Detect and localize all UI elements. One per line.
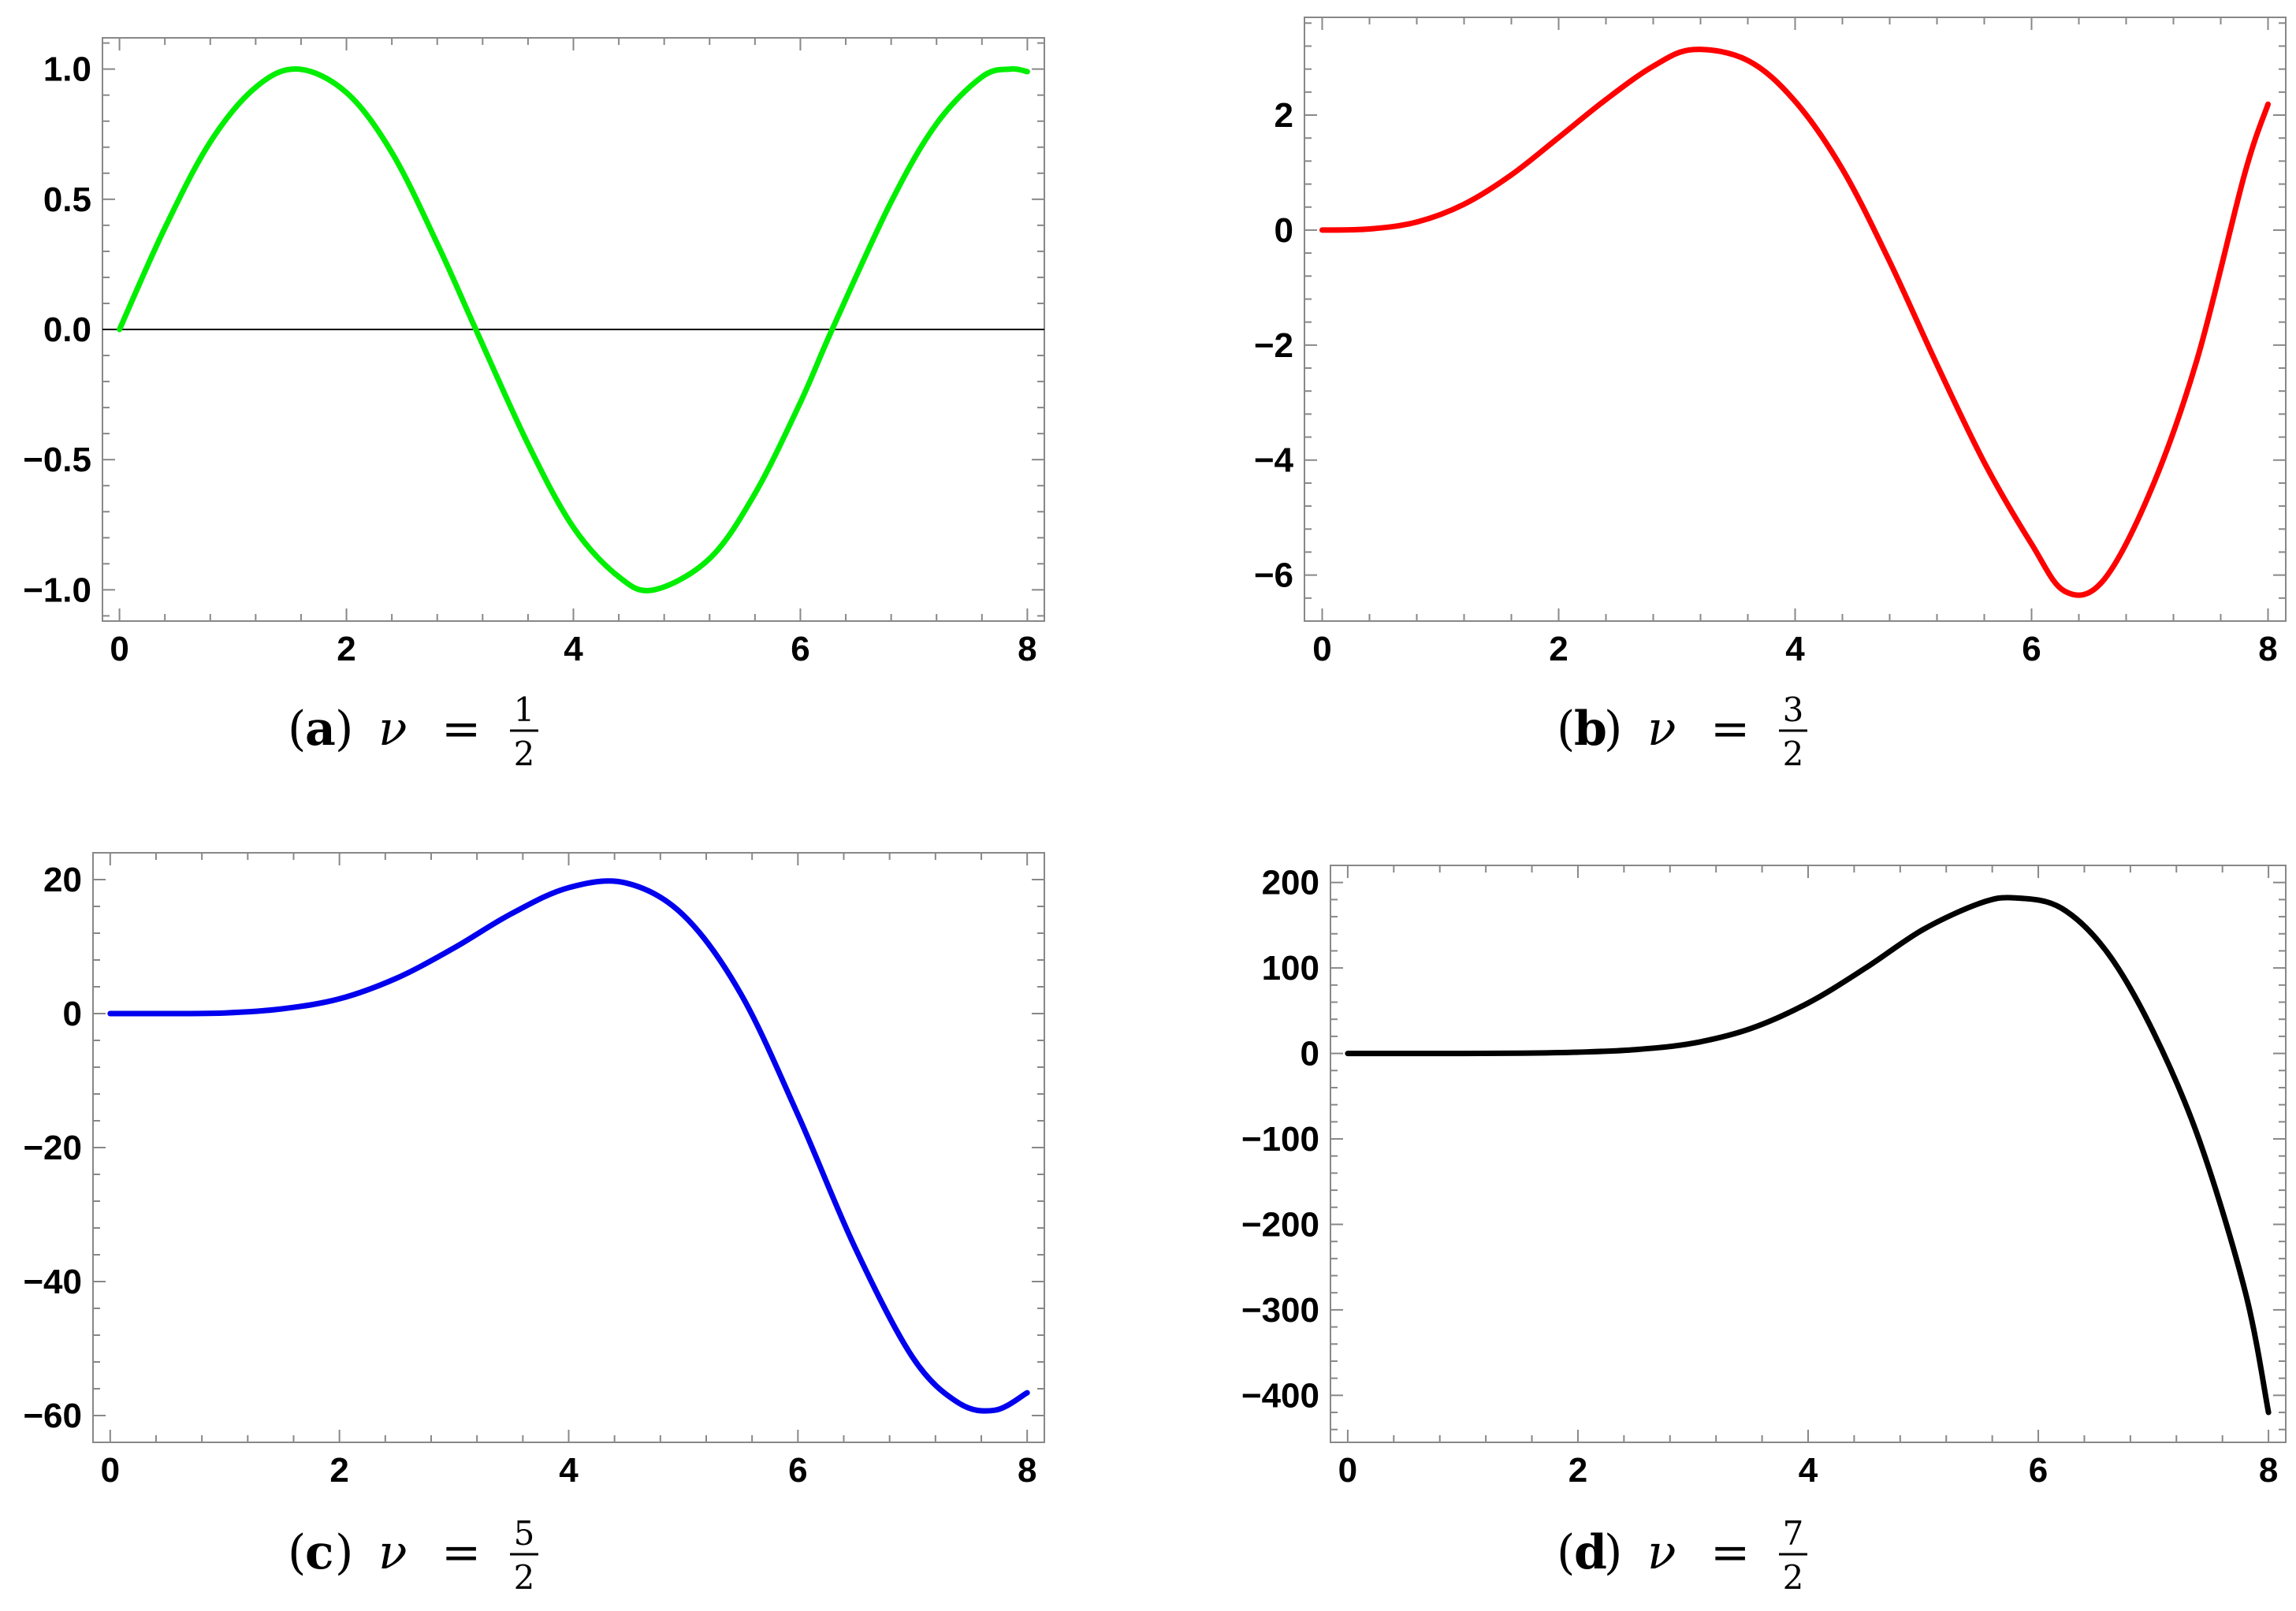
y-tick-label: 0.0 bbox=[43, 311, 91, 349]
y-tick-label: 0.5 bbox=[43, 180, 91, 219]
y-tick-label: 0 bbox=[1275, 211, 1293, 250]
y-tick-label: −1.0 bbox=[23, 571, 91, 609]
x-tick-label: 2 bbox=[1549, 630, 1568, 668]
caption-symbol: ν bbox=[378, 701, 407, 757]
y-tick-label: 0 bbox=[1301, 1035, 1319, 1073]
x-tick-label: 4 bbox=[564, 630, 583, 668]
x-tick-label: 2 bbox=[1568, 1451, 1587, 1490]
caption-paren-close: ) bbox=[1604, 1525, 1622, 1580]
panel-caption: (a) ν = 1 2 bbox=[288, 690, 538, 773]
caption-denominator: 2 bbox=[1783, 1558, 1804, 1597]
y-tick-label: −300 bbox=[1241, 1291, 1319, 1330]
y-tick-label: 0 bbox=[63, 995, 82, 1033]
caption-label: b bbox=[1574, 701, 1607, 757]
plot-frame bbox=[1330, 865, 2287, 1443]
plot-frame bbox=[92, 852, 1045, 1443]
caption-symbol: ν bbox=[378, 1525, 407, 1580]
y-tick-label: −60 bbox=[23, 1397, 82, 1435]
y-tick-label: 1.0 bbox=[43, 50, 91, 89]
plot-frame bbox=[1304, 17, 2287, 622]
x-tick-label: 2 bbox=[337, 630, 355, 668]
y-tick-label: −400 bbox=[1241, 1376, 1319, 1415]
x-tick-label: 8 bbox=[2259, 1451, 2278, 1490]
x-tick-label: 4 bbox=[559, 1451, 579, 1490]
series-line bbox=[1345, 895, 2272, 1416]
series-line bbox=[1319, 47, 2271, 598]
series-line bbox=[107, 878, 1030, 1414]
caption-denominator: 2 bbox=[1783, 735, 1804, 773]
y-tick-label: 20 bbox=[43, 861, 82, 899]
y-tick-label: −20 bbox=[23, 1129, 82, 1167]
caption-paren-close: ) bbox=[335, 1525, 353, 1580]
caption-symbol: ν bbox=[1647, 701, 1676, 757]
x-tick-label: 6 bbox=[791, 630, 809, 668]
caption-equals: = bbox=[1710, 701, 1750, 757]
y-tick-label: 100 bbox=[1262, 949, 1319, 988]
x-tick-label: 0 bbox=[101, 1451, 120, 1490]
x-tick-label: 4 bbox=[1799, 1451, 1818, 1490]
caption-equals: = bbox=[441, 701, 481, 757]
caption-equals: = bbox=[441, 1525, 481, 1580]
x-tick-label: 6 bbox=[788, 1451, 807, 1490]
caption-denominator: 2 bbox=[514, 1558, 535, 1597]
y-tick-label: 2 bbox=[1275, 96, 1293, 135]
series-line bbox=[117, 65, 1030, 593]
caption-paren-open: ( bbox=[288, 701, 306, 757]
panel-caption: (d) ν = 7 2 bbox=[1557, 1514, 1807, 1597]
caption-label: a bbox=[305, 701, 336, 757]
x-tick-label: 6 bbox=[2022, 630, 2041, 668]
y-tick-label: 200 bbox=[1262, 864, 1319, 902]
y-tick-label: −100 bbox=[1241, 1120, 1319, 1159]
caption-numerator: 1 bbox=[514, 690, 535, 729]
caption-numerator: 5 bbox=[514, 1514, 535, 1553]
x-tick-label: 0 bbox=[1338, 1451, 1357, 1490]
caption-symbol: ν bbox=[1647, 1525, 1676, 1580]
x-tick-label: 6 bbox=[2029, 1451, 2048, 1490]
x-tick-label: 8 bbox=[2258, 630, 2277, 668]
caption-paren-open: ( bbox=[1557, 1525, 1575, 1580]
y-tick-label: −4 bbox=[1254, 441, 1294, 480]
caption-paren-close: ) bbox=[1604, 701, 1622, 757]
y-tick-label: −2 bbox=[1254, 326, 1293, 365]
caption-paren-close: ) bbox=[335, 701, 353, 757]
caption-equals: = bbox=[1710, 1525, 1750, 1580]
y-tick-label: −200 bbox=[1241, 1205, 1319, 1244]
y-tick-label: −6 bbox=[1254, 556, 1293, 595]
x-tick-label: 2 bbox=[329, 1451, 348, 1490]
chart-panel-b: 0 2 4 6 8 −6 −4 −2 0 2 (b) ν = 3 2 bbox=[1254, 17, 2287, 773]
y-tick-label: −0.5 bbox=[23, 441, 91, 479]
caption-paren-open: ( bbox=[1557, 701, 1575, 757]
x-tick-label: 0 bbox=[110, 630, 128, 668]
caption-label: c bbox=[305, 1525, 334, 1580]
caption-numerator: 3 bbox=[1783, 690, 1804, 729]
caption-paren-open: ( bbox=[288, 1525, 306, 1580]
chart-panel-d: 0 2 4 6 8 −400 −300 −200 −100 0 100 200 (d) ν = 7 2 bbox=[1241, 864, 2287, 1597]
panel-caption: (b) ν = 3 2 bbox=[1557, 690, 1807, 773]
x-tick-label: 4 bbox=[1785, 630, 1805, 668]
x-tick-label: 8 bbox=[1018, 630, 1036, 668]
chart-panel-c: 0 2 4 6 8 −60 −40 −20 0 20 (c) ν = 5 2 bbox=[23, 852, 1045, 1597]
caption-numerator: 7 bbox=[1783, 1514, 1804, 1553]
caption-label: d bbox=[1574, 1525, 1607, 1580]
x-tick-label: 8 bbox=[1018, 1451, 1036, 1490]
caption-denominator: 2 bbox=[514, 735, 535, 773]
x-tick-label: 0 bbox=[1312, 630, 1331, 668]
panel-caption: (c) ν = 5 2 bbox=[288, 1514, 538, 1597]
chart-panel-a: 0 2 4 6 8 −1.0 −0.5 0.0 0.5 1.0 (a) ν = 1 2 bbox=[23, 37, 1045, 773]
y-tick-label: −40 bbox=[23, 1263, 82, 1301]
